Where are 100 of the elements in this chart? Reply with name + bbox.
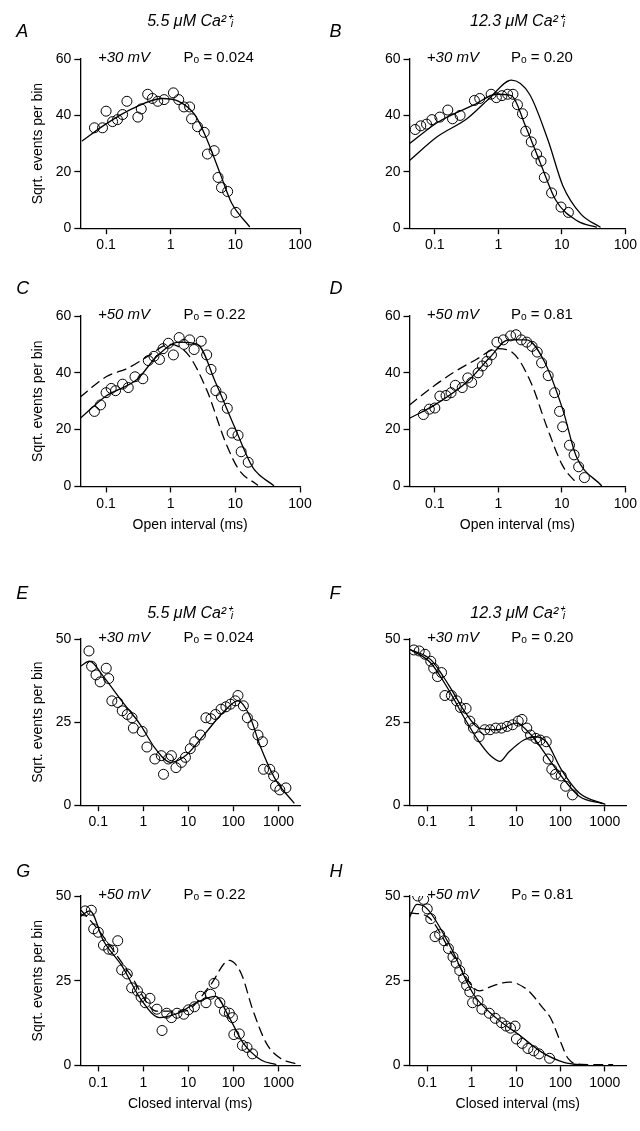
x-tick-label: 100	[288, 494, 312, 511]
y-tick-label: 60	[55, 306, 72, 323]
annotation: +50 mV	[97, 885, 153, 903]
x-tick-label: 10	[227, 494, 244, 511]
x-tick-label: 100	[548, 1073, 573, 1090]
y-tick-label: 50	[55, 886, 72, 903]
chart-title: 5.5 μM Ca²⁺ᵢ	[147, 12, 235, 30]
annotation: +30 mV	[97, 48, 153, 66]
y-axis-title: Sqrt. events per bin	[29, 340, 46, 462]
y-tick-label: 25	[384, 712, 401, 729]
y-tick-label: 50	[384, 629, 401, 646]
x-tick-label: 1	[139, 813, 148, 830]
y-tick-label: 50	[384, 886, 401, 903]
y-tick-label: 60	[384, 306, 401, 323]
y-tick-label: 20	[55, 162, 72, 179]
x-tick-label: 0.1	[88, 1073, 109, 1090]
y-axis-title: Sqrt. events per bin	[29, 920, 46, 1042]
x-tick-label: 1	[494, 236, 503, 253]
text: A	[15, 21, 29, 41]
x-tick-label: 100	[221, 1073, 246, 1090]
y-tick-label: 0	[392, 477, 401, 494]
chart-title: 12.3 μM Ca²⁺ᵢ	[469, 12, 566, 30]
x-axis-title: Open interval (ms)	[459, 516, 576, 533]
x-axis-title: Open interval (ms)	[132, 516, 248, 533]
x-tick-label: 10	[508, 813, 525, 830]
x-tick-label: 0.1	[417, 813, 438, 830]
y-tick-label: 0	[392, 219, 401, 236]
x-tick-label: 100	[548, 813, 573, 830]
y-tick-label: 40	[55, 106, 72, 123]
y-tick-label: 40	[384, 106, 401, 123]
x-tick-label: 1	[166, 494, 175, 511]
annotation: Pₒ = 0.024	[183, 48, 254, 66]
annotation: +30 mV	[97, 628, 153, 646]
text: F	[329, 583, 342, 603]
y-tick-label: 60	[384, 49, 401, 66]
x-tick-label: 1	[139, 1073, 148, 1090]
text: E	[16, 583, 30, 603]
y-axis-title: Sqrt. events per bin	[29, 661, 46, 783]
x-tick-label: 10	[180, 813, 197, 830]
y-tick-label: 0	[63, 219, 72, 236]
annotation: Pₒ = 0.024	[183, 628, 254, 646]
x-axis-title: Closed interval (ms)	[455, 1095, 581, 1112]
annotation: +50 mV	[426, 885, 481, 903]
text: B	[329, 21, 342, 41]
x-tick-label: 0.1	[425, 236, 445, 253]
text: C	[16, 278, 31, 298]
y-tick-label: 25	[55, 971, 72, 988]
annotation: Pₒ = 0.20	[511, 628, 574, 646]
chart-title: 12.3 μM Ca²⁺ᵢ	[470, 604, 567, 622]
y-tick-label: 0	[392, 796, 401, 813]
x-tick-label: 1	[166, 236, 175, 253]
y-tick-label: 40	[55, 363, 72, 380]
annotation: Pₒ = 0.81	[510, 305, 573, 323]
y-tick-label: 50	[55, 629, 72, 646]
annotation: +50 mV	[97, 305, 153, 323]
annotation: Pₒ = 0.81	[511, 885, 574, 903]
y-tick-label: 20	[55, 420, 72, 437]
y-tick-label: 20	[384, 420, 401, 437]
x-tick-label: 0.1	[425, 494, 445, 511]
x-tick-label: 0.1	[96, 494, 117, 511]
y-tick-label: 25	[55, 712, 72, 729]
x-tick-label: 1	[467, 1073, 476, 1090]
annotation: +30 mV	[426, 48, 481, 66]
x-tick-label: 1000	[589, 813, 621, 830]
annotation: +50 mV	[426, 305, 481, 323]
y-tick-label: 0	[63, 796, 72, 813]
x-tick-label: 100	[613, 494, 638, 511]
x-tick-label: 1000	[262, 813, 295, 830]
x-tick-label: 10	[554, 236, 570, 253]
x-tick-label: 10	[227, 236, 244, 253]
text: H	[329, 861, 344, 881]
x-tick-label: 1000	[589, 1073, 621, 1090]
y-tick-label: 40	[384, 363, 401, 380]
y-tick-label: 25	[384, 971, 401, 988]
x-tick-label: 1	[494, 494, 503, 511]
annotation: Pₒ = 0.20	[510, 48, 573, 66]
x-tick-label: 0.1	[88, 813, 109, 830]
annotation: Pₒ = 0.22	[183, 305, 246, 323]
x-axis-title: Closed interval (ms)	[127, 1095, 253, 1112]
x-tick-label: 1000	[262, 1073, 295, 1090]
x-tick-label: 0.1	[96, 236, 117, 253]
annotation: Pₒ = 0.22	[183, 885, 246, 903]
text: G	[16, 861, 31, 881]
y-tick-label: 0	[63, 1056, 72, 1073]
y-tick-label: 0	[63, 477, 72, 494]
y-tick-label: 20	[384, 162, 401, 179]
chart-title: 5.5 μM Ca²⁺ᵢ	[147, 604, 235, 622]
x-tick-label: 10	[508, 1073, 525, 1090]
text: D	[329, 278, 343, 298]
x-tick-label: 100	[288, 236, 312, 253]
annotation: +30 mV	[426, 628, 481, 646]
y-tick-label: 60	[55, 49, 72, 66]
y-axis-title: Sqrt. events per bin	[29, 82, 46, 205]
x-tick-label: 100	[221, 813, 246, 830]
y-tick-label: 0	[392, 1056, 401, 1073]
x-tick-label: 0.1	[417, 1073, 438, 1090]
x-tick-label: 10	[554, 494, 570, 511]
x-tick-label: 1	[467, 813, 476, 830]
x-tick-label: 100	[613, 236, 638, 253]
x-tick-label: 10	[180, 1073, 197, 1090]
